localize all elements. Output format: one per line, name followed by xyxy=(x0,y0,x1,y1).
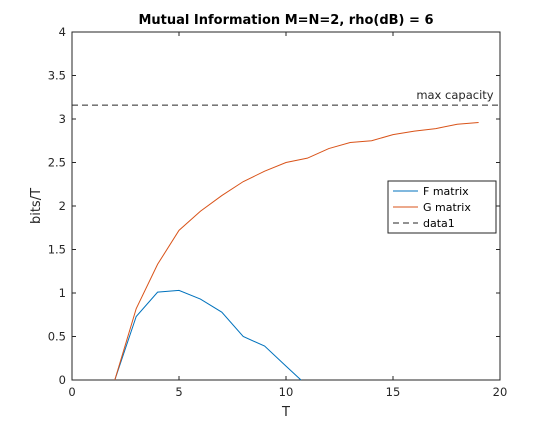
x-tick-label: 10 xyxy=(279,385,294,399)
x-tick-label: 20 xyxy=(493,385,508,399)
axis-ticks: 0 5 10 15 20 0 0.5 1 1.5 2 2.5 3 3.5 4 xyxy=(48,25,508,399)
annotation-max-capacity: max capacity xyxy=(416,88,493,102)
series-line-f-matrix xyxy=(114,289,302,381)
annotations: max capacity xyxy=(416,88,493,102)
y-tick-label: 3 xyxy=(59,112,66,126)
legend-label-f-matrix: F matrix xyxy=(423,185,469,198)
y-tick-label: 4 xyxy=(59,25,66,39)
y-tick-label: 1.5 xyxy=(48,243,66,257)
x-tick-label: 15 xyxy=(386,385,401,399)
y-tick-label: 3.5 xyxy=(48,69,66,83)
chart-marks xyxy=(72,104,500,381)
x-tick-label: 5 xyxy=(175,385,182,399)
chart-title: Mutual Information M=N=2, rho(dB) = 6 xyxy=(138,13,433,28)
y-tick-label: 1 xyxy=(59,286,66,300)
legend-label-g-matrix: G matrix xyxy=(423,201,471,214)
y-tick-label: 2.5 xyxy=(48,156,66,170)
y-tick-label: 0 xyxy=(59,373,66,387)
y-tick-label: 2 xyxy=(59,199,66,213)
legend-label-data1: data1 xyxy=(423,217,455,230)
y-axis-label: bits/T xyxy=(29,188,44,224)
legend: F matrix G matrix data1 xyxy=(387,180,497,234)
y-tick-label: 0.5 xyxy=(48,330,66,344)
x-tick-label: 0 xyxy=(68,385,75,399)
series-line-g-matrix xyxy=(114,121,479,381)
x-axis-label: T xyxy=(281,405,290,420)
